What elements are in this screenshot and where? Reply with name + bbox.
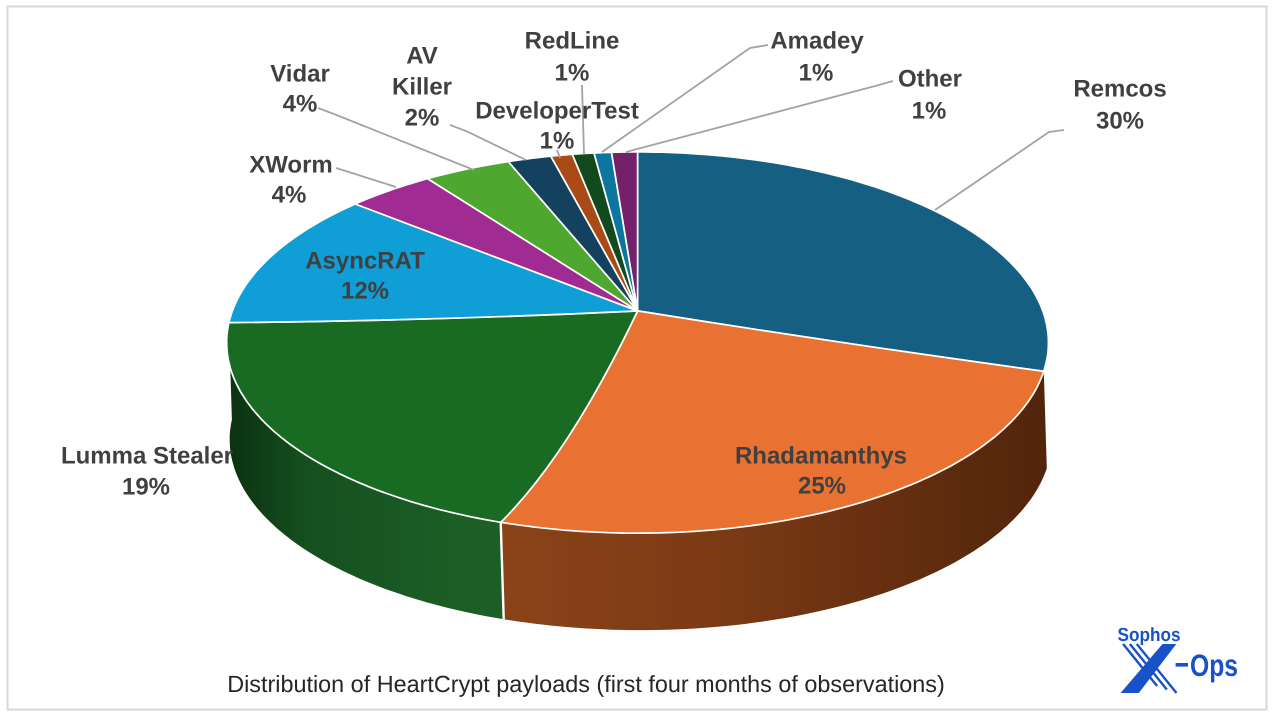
svg-text:Distribution of HeartCrypt pay: Distribution of HeartCrypt payloads (fir… bbox=[227, 671, 945, 697]
svg-text:19%: 19% bbox=[122, 473, 170, 500]
svg-text:Rhadamanthys: Rhadamanthys bbox=[735, 442, 907, 469]
svg-text:DeveloperTest: DeveloperTest bbox=[475, 97, 639, 124]
svg-text:Sophos: Sophos bbox=[1118, 625, 1181, 646]
svg-text:1%: 1% bbox=[799, 59, 834, 86]
svg-text:Killer: Killer bbox=[392, 73, 452, 100]
svg-text:Amadey: Amadey bbox=[770, 27, 864, 54]
svg-text:Lumma Stealer: Lumma Stealer bbox=[61, 442, 233, 469]
svg-text:XWorm: XWorm bbox=[249, 151, 333, 178]
svg-text:Vidar: Vidar bbox=[270, 60, 330, 87]
svg-text:4%: 4% bbox=[283, 90, 318, 117]
svg-text:1%: 1% bbox=[540, 127, 575, 154]
svg-text:Remcos: Remcos bbox=[1073, 75, 1166, 102]
svg-text:1%: 1% bbox=[912, 97, 947, 124]
svg-text:4%: 4% bbox=[272, 181, 307, 208]
svg-text:AV: AV bbox=[406, 42, 438, 69]
svg-text:Ops: Ops bbox=[1190, 648, 1238, 683]
svg-text:1%: 1% bbox=[555, 59, 590, 86]
svg-text:25%: 25% bbox=[798, 472, 846, 499]
svg-text:12%: 12% bbox=[341, 277, 389, 304]
svg-text:RedLine: RedLine bbox=[525, 27, 620, 54]
svg-text:30%: 30% bbox=[1096, 107, 1144, 134]
svg-text:2%: 2% bbox=[405, 104, 440, 131]
svg-text:Other: Other bbox=[898, 65, 962, 92]
svg-text:AsyncRAT: AsyncRAT bbox=[305, 247, 425, 274]
